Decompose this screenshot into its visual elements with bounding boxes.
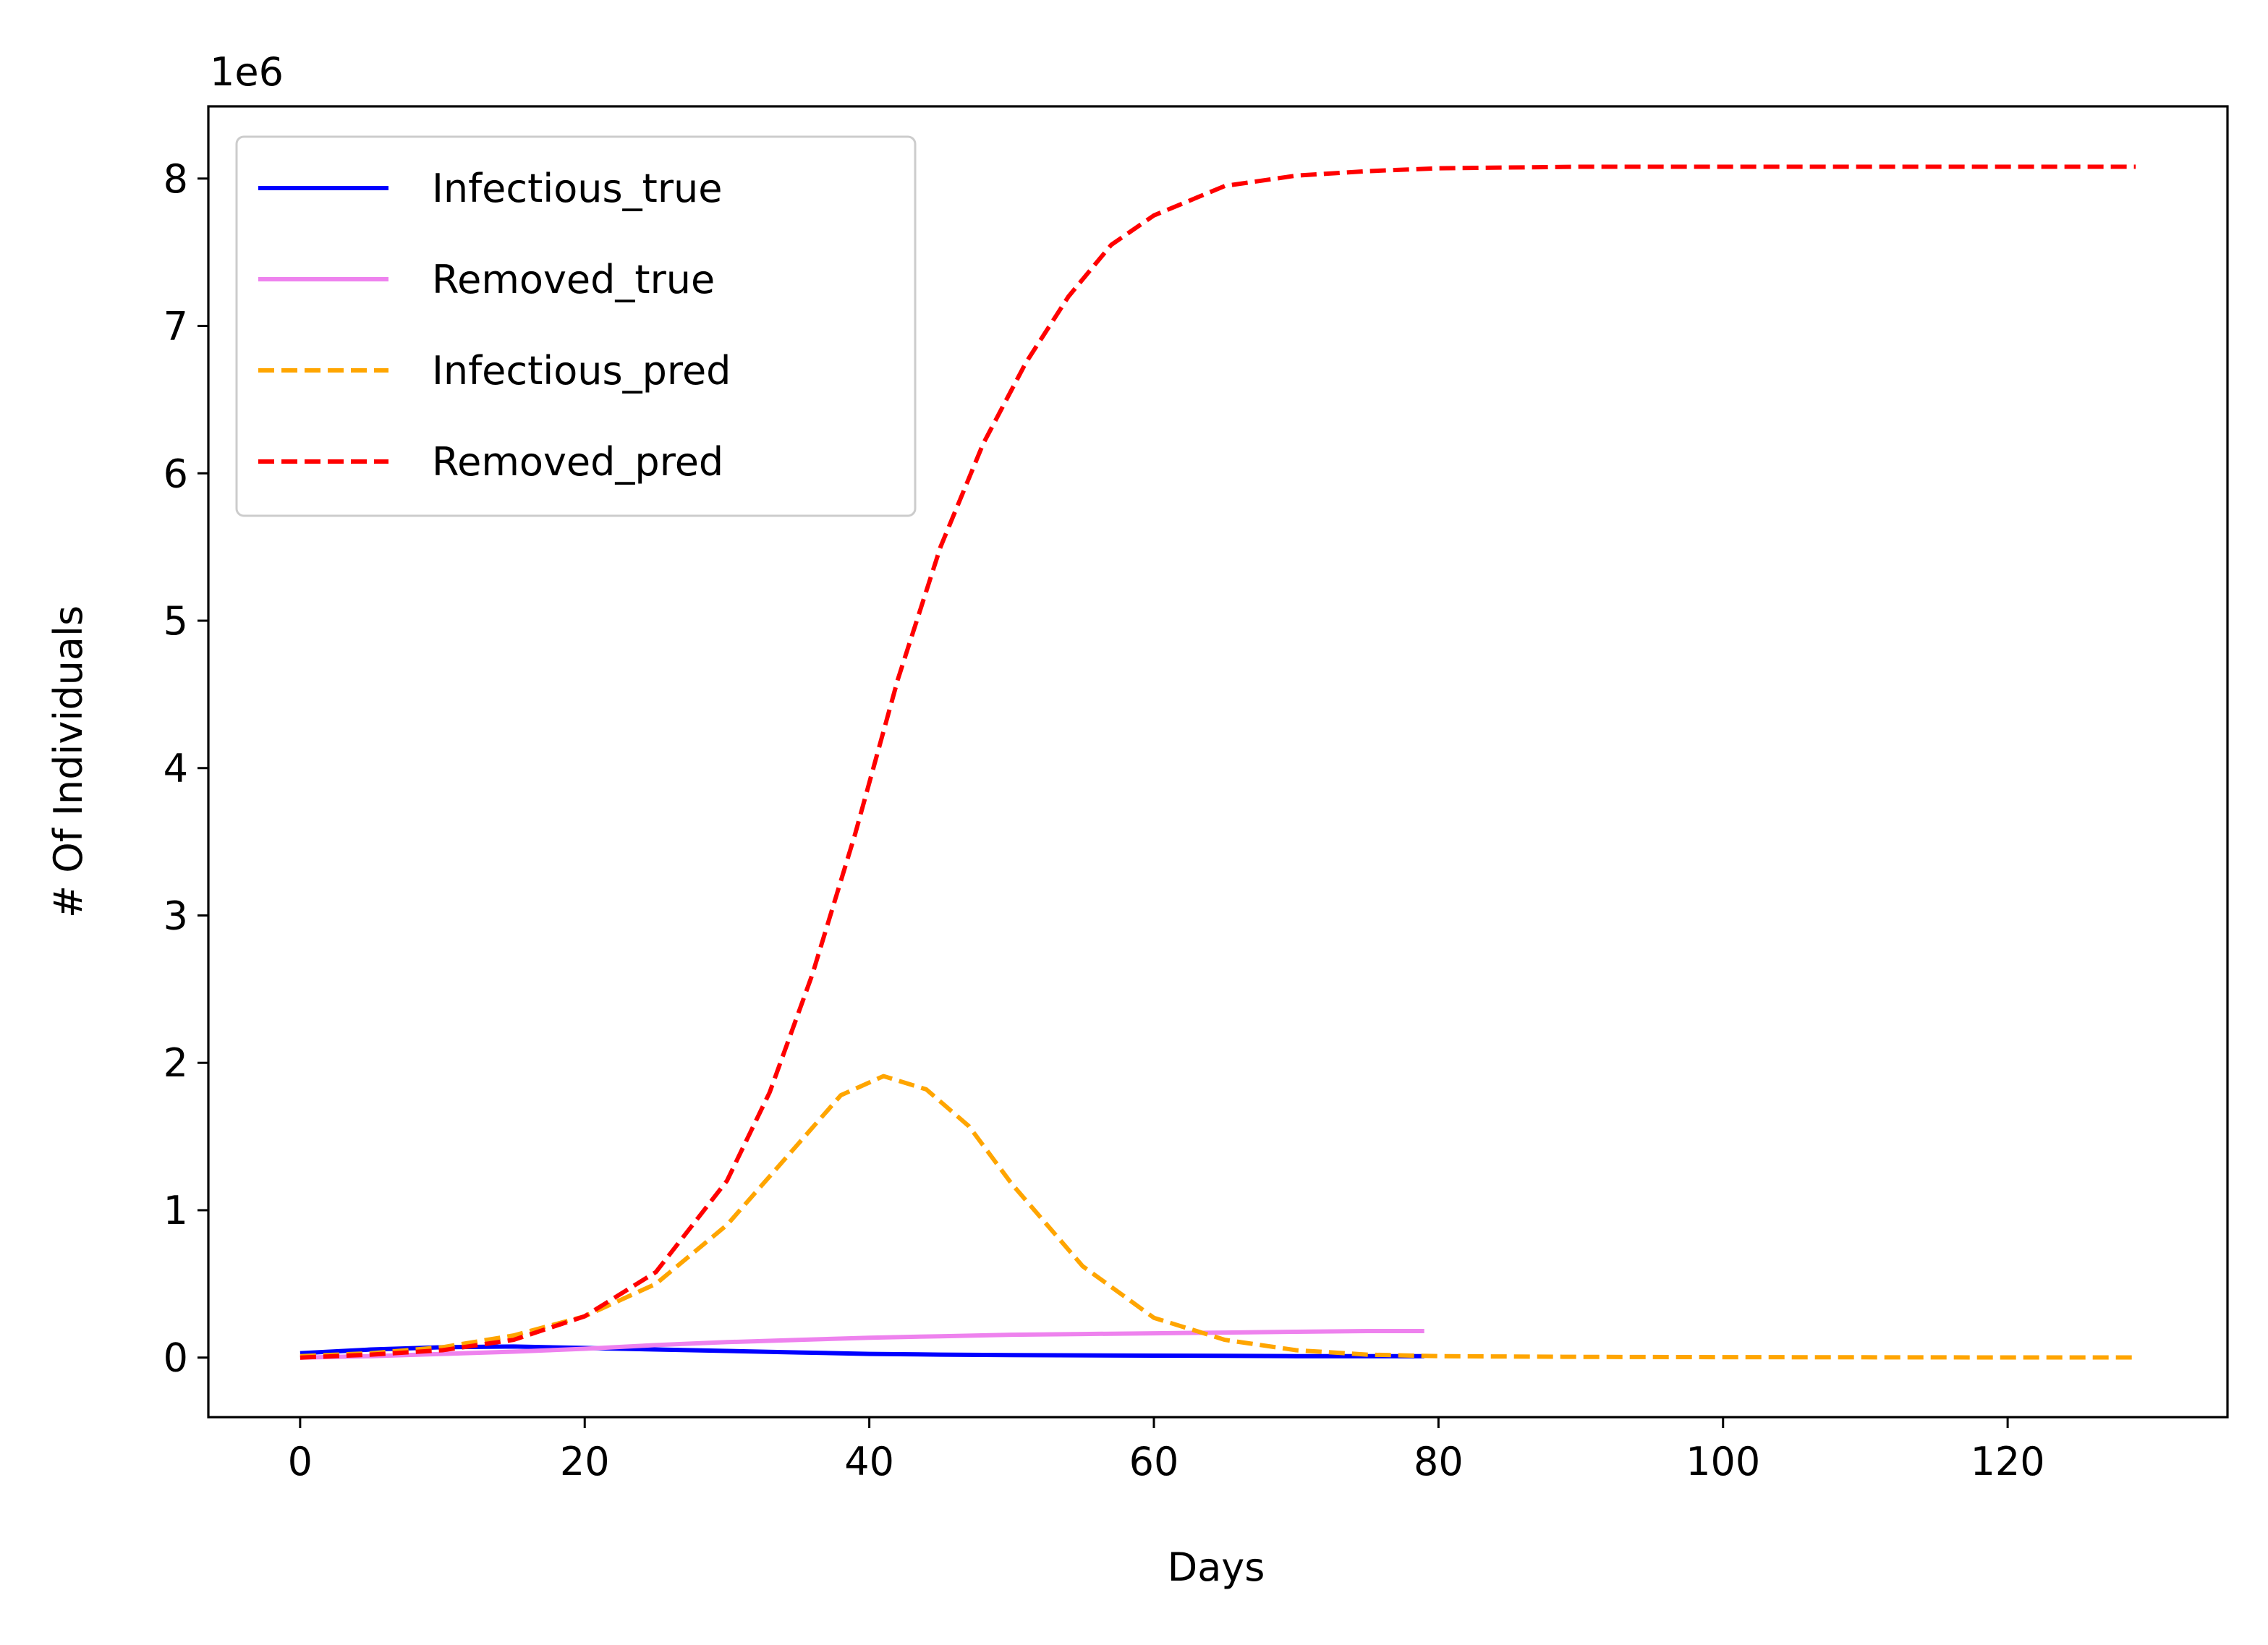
y-tick-label: 4 [163,746,188,791]
y-offset-label: 1e6 [210,49,284,95]
y-axis: 0 1 2 3 4 5 6 7 8 [163,156,208,1381]
x-tick-label: 60 [1129,1439,1179,1484]
legend-label: Infectious_pred [432,348,731,394]
x-tick-label: 100 [1686,1439,1760,1484]
x-axis: 0 20 40 60 80 100 120 [288,1417,2045,1484]
y-tick-label: 3 [163,893,188,938]
plot-frame [207,105,2229,1419]
y-axis-label: # Of Individuals [46,605,91,918]
x-tick-label: 0 [288,1439,313,1484]
x-tick-label: 20 [560,1439,610,1484]
series-line-removed-true [300,1329,1424,1360]
series-line-infectious-true [300,1344,1424,1359]
y-tick-label: 8 [163,156,188,202]
legend-frame [235,135,917,517]
y-tick-label: 7 [163,304,188,349]
legend: Infectious_true Removed_true Infectious_pr… [235,135,917,517]
legend-label: Removed_pred [432,439,723,485]
x-tick-label: 120 [1971,1439,2045,1484]
legend-label: Infectious_true [432,166,722,211]
legend-label: Removed_true [432,257,715,302]
y-tick-label: 1 [163,1188,188,1233]
y-tick-label: 6 [163,451,188,496]
x-tick-label: 80 [1414,1439,1464,1484]
x-axis-label: Days [1168,1544,1265,1590]
series-line-infectious-pred [300,1074,2136,1360]
series-line-removed-pred [300,164,2136,1360]
y-tick-label: 0 [163,1335,188,1381]
y-tick-label: 2 [163,1040,188,1086]
x-tick-label: 40 [844,1439,894,1484]
y-tick-label: 5 [163,598,188,644]
series-layer [300,164,2136,1360]
